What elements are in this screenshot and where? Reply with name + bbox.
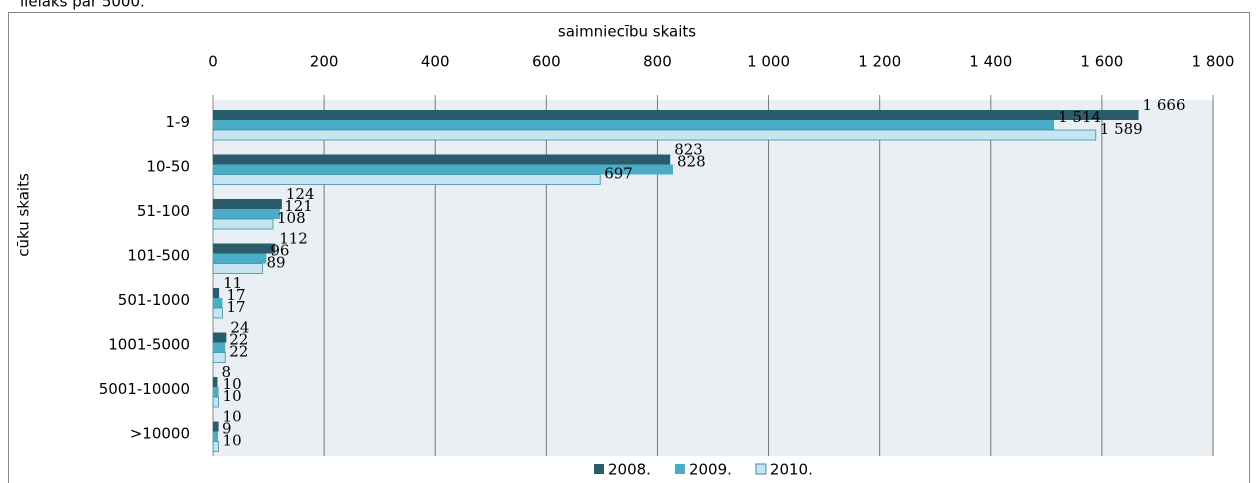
bar <box>212 307 223 319</box>
value-label: 697 <box>604 165 633 183</box>
value-label: 17 <box>226 286 245 304</box>
value-label: 24 <box>230 319 249 337</box>
x-axis-title: saimniecību skaits <box>558 23 696 41</box>
value-label: 22 <box>229 331 248 349</box>
x-tick-label: 200 <box>310 53 339 71</box>
value-label: 10 <box>223 375 242 393</box>
bar <box>213 342 226 353</box>
bar <box>212 441 219 452</box>
x-tick-label: 800 <box>643 53 672 71</box>
bar <box>213 431 218 442</box>
plot-area <box>213 100 1213 456</box>
x-tick-label: 1 800 <box>1192 53 1235 71</box>
legend-swatch <box>755 463 767 475</box>
bar <box>213 298 223 308</box>
bar <box>213 154 671 165</box>
x-tick-label: 400 <box>421 53 450 71</box>
value-label: 112 <box>279 230 308 248</box>
value-label: 9 <box>222 420 232 438</box>
y-tick-label: 5001-10000 <box>99 380 190 398</box>
y-tick-label: 1-9 <box>166 113 191 131</box>
y-tick-label: 10-50 <box>146 157 190 175</box>
legend-label: 2009. <box>689 461 732 479</box>
legend-swatch <box>594 464 604 474</box>
x-tick-label: 0 <box>208 53 218 71</box>
value-label: 11 <box>223 274 242 292</box>
bar <box>213 199 282 209</box>
x-tick-label: 1 000 <box>747 53 790 71</box>
bar <box>213 377 218 387</box>
value-label: 108 <box>277 209 306 227</box>
bar <box>213 387 219 397</box>
bar <box>213 421 219 432</box>
value-label: 10 <box>223 432 242 450</box>
caption: lielāks par 5000. <box>20 0 145 11</box>
legend-label: 2008. <box>608 461 651 479</box>
y-axis-title: cūku skaits <box>15 173 33 257</box>
value-label: 8 <box>221 363 231 381</box>
value-label: 1 589 <box>1100 120 1143 138</box>
bar <box>212 218 274 230</box>
bar <box>213 110 1139 120</box>
x-tick-label: 1 200 <box>858 53 901 71</box>
value-label: 22 <box>229 343 248 361</box>
bar <box>212 263 263 274</box>
value-label: 823 <box>674 141 703 159</box>
y-tick-label: 51-100 <box>137 202 190 220</box>
y-tick-label: >10000 <box>130 424 190 442</box>
legend-swatch <box>674 464 685 474</box>
x-tick-label: 1 600 <box>1080 53 1123 71</box>
value-label: 1 666 <box>1143 96 1186 114</box>
y-tick-label: 1001-5000 <box>108 335 190 353</box>
x-tick-label: 1 400 <box>969 53 1012 71</box>
bar <box>213 253 267 264</box>
value-label: 96 <box>270 242 289 260</box>
bar <box>212 174 601 185</box>
value-label: 121 <box>284 197 313 215</box>
value-label: 1 514 <box>1058 108 1101 126</box>
bar <box>213 120 1055 130</box>
value-label: 828 <box>677 153 706 171</box>
bar <box>212 352 226 363</box>
value-label: 124 <box>286 185 315 203</box>
x-tick-label: 600 <box>532 53 561 71</box>
bar <box>213 209 281 219</box>
legend-label: 2010. <box>770 461 813 479</box>
bar <box>213 288 220 298</box>
value-label: 10 <box>223 408 242 426</box>
bar <box>213 164 673 175</box>
bar <box>213 243 276 254</box>
value-label: 10 <box>223 387 242 405</box>
y-tick-label: 501-1000 <box>118 291 190 309</box>
y-tick-label: 101-500 <box>127 246 190 264</box>
value-label: 89 <box>266 254 285 272</box>
bar <box>212 396 219 408</box>
bar <box>212 129 1097 141</box>
bar <box>213 332 227 343</box>
value-label: 17 <box>226 298 245 316</box>
